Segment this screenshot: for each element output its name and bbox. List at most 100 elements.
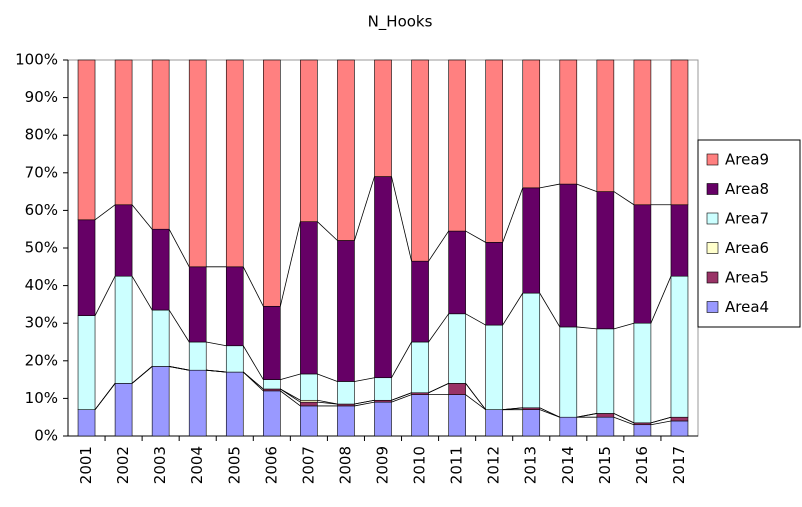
series-line [502, 292, 524, 326]
bar-segment [151, 59, 170, 230]
bar-segment [300, 59, 318, 222]
series-line [465, 230, 486, 243]
bar-segment [337, 381, 355, 405]
bar-segment [485, 242, 503, 326]
x-tick-label: 2014 [559, 446, 577, 484]
series-line [168, 229, 190, 267]
x-tick-label: 2002 [114, 446, 132, 484]
bar-segment [485, 59, 503, 243]
bar-segment [114, 383, 133, 437]
bar-segment [633, 204, 652, 324]
bar-segment [633, 424, 652, 437]
bar-segment [670, 275, 689, 418]
bar-segment [670, 204, 689, 277]
bar-segment [559, 416, 578, 437]
y-tick-label: 80% [25, 126, 58, 144]
x-tick-label: 2006 [262, 446, 280, 484]
bar-segment [374, 401, 392, 437]
series-line [94, 383, 116, 410]
series-line [168, 309, 190, 343]
bar-segment [411, 260, 429, 343]
series-line [576, 183, 597, 192]
x-tick-label: 2009 [374, 446, 392, 484]
x-tick-label: 2016 [633, 446, 651, 484]
series-line [428, 382, 449, 394]
x-tick-label: 2010 [411, 446, 429, 484]
series-line [354, 377, 375, 382]
series-line [650, 420, 672, 426]
bar-segment [77, 219, 96, 316]
series-line [354, 176, 375, 241]
bar-segment [522, 409, 541, 437]
legend-label: Area8 [725, 180, 769, 198]
bar-segment [374, 59, 392, 177]
legend-swatch [706, 183, 719, 195]
legend-label: Area9 [725, 151, 769, 169]
series-line [280, 373, 301, 380]
y-tick-label: 100% [15, 51, 58, 69]
bar-segment [522, 187, 541, 294]
bar-segment [485, 409, 503, 437]
bar-segment [411, 59, 429, 262]
series-line [317, 373, 338, 382]
bar-segment [411, 394, 429, 437]
bar-segment [522, 292, 541, 409]
series-line [131, 366, 153, 384]
x-tick-label: 2012 [485, 446, 503, 484]
x-tick-label: 2015 [596, 446, 614, 484]
bar-segment [151, 309, 170, 367]
legend-swatch [706, 301, 719, 313]
bar-segment [522, 59, 541, 189]
bar-segment [337, 405, 355, 437]
bar-segment [448, 59, 466, 232]
bar-segment [188, 341, 207, 371]
bar-segment [596, 416, 615, 437]
bar-segment [559, 326, 578, 418]
y-tick-label: 10% [25, 389, 58, 407]
series-line [502, 187, 524, 243]
legend-label: Area4 [725, 298, 769, 316]
x-tick-label: 2007 [299, 446, 317, 484]
series-line [613, 413, 635, 424]
x-tick-label: 2011 [448, 446, 466, 484]
chart-title: N_Hooks [368, 13, 433, 32]
bar-segment [263, 59, 281, 307]
bar-segment [225, 59, 244, 268]
bar-segment [225, 345, 244, 373]
bar-segment [374, 176, 392, 379]
bar-segment [263, 390, 281, 437]
bar-segment [670, 420, 689, 437]
legend-swatch [706, 212, 719, 225]
bar-segment [225, 266, 244, 347]
series-line [317, 399, 338, 405]
series-line [539, 292, 561, 328]
bar-segment [448, 383, 466, 395]
bar-segment [300, 405, 318, 437]
legend-box [697, 139, 801, 328]
x-tick-label: 2008 [336, 446, 354, 484]
y-tick-label: 50% [25, 239, 58, 257]
series-line [613, 191, 635, 206]
series-line [242, 266, 264, 307]
series-line [391, 176, 412, 262]
bar-segment [448, 230, 466, 315]
series-line [354, 399, 375, 405]
series-line [502, 407, 523, 411]
series-line [131, 204, 153, 230]
legend-label: Area7 [725, 210, 769, 228]
bar-segment [151, 228, 170, 311]
series-line [391, 392, 412, 401]
x-tick-label: 2001 [77, 446, 95, 484]
bar-segment [263, 379, 281, 390]
bar-segment [300, 401, 318, 407]
series-line [465, 394, 486, 411]
legend-label: Area6 [725, 239, 769, 257]
series-line [428, 230, 449, 262]
series-line [650, 276, 672, 324]
y-tick-label: 20% [25, 351, 58, 369]
bar-segment [151, 366, 170, 437]
bar-segment [596, 191, 615, 330]
series-line [650, 416, 672, 424]
legend-swatch [706, 242, 719, 254]
